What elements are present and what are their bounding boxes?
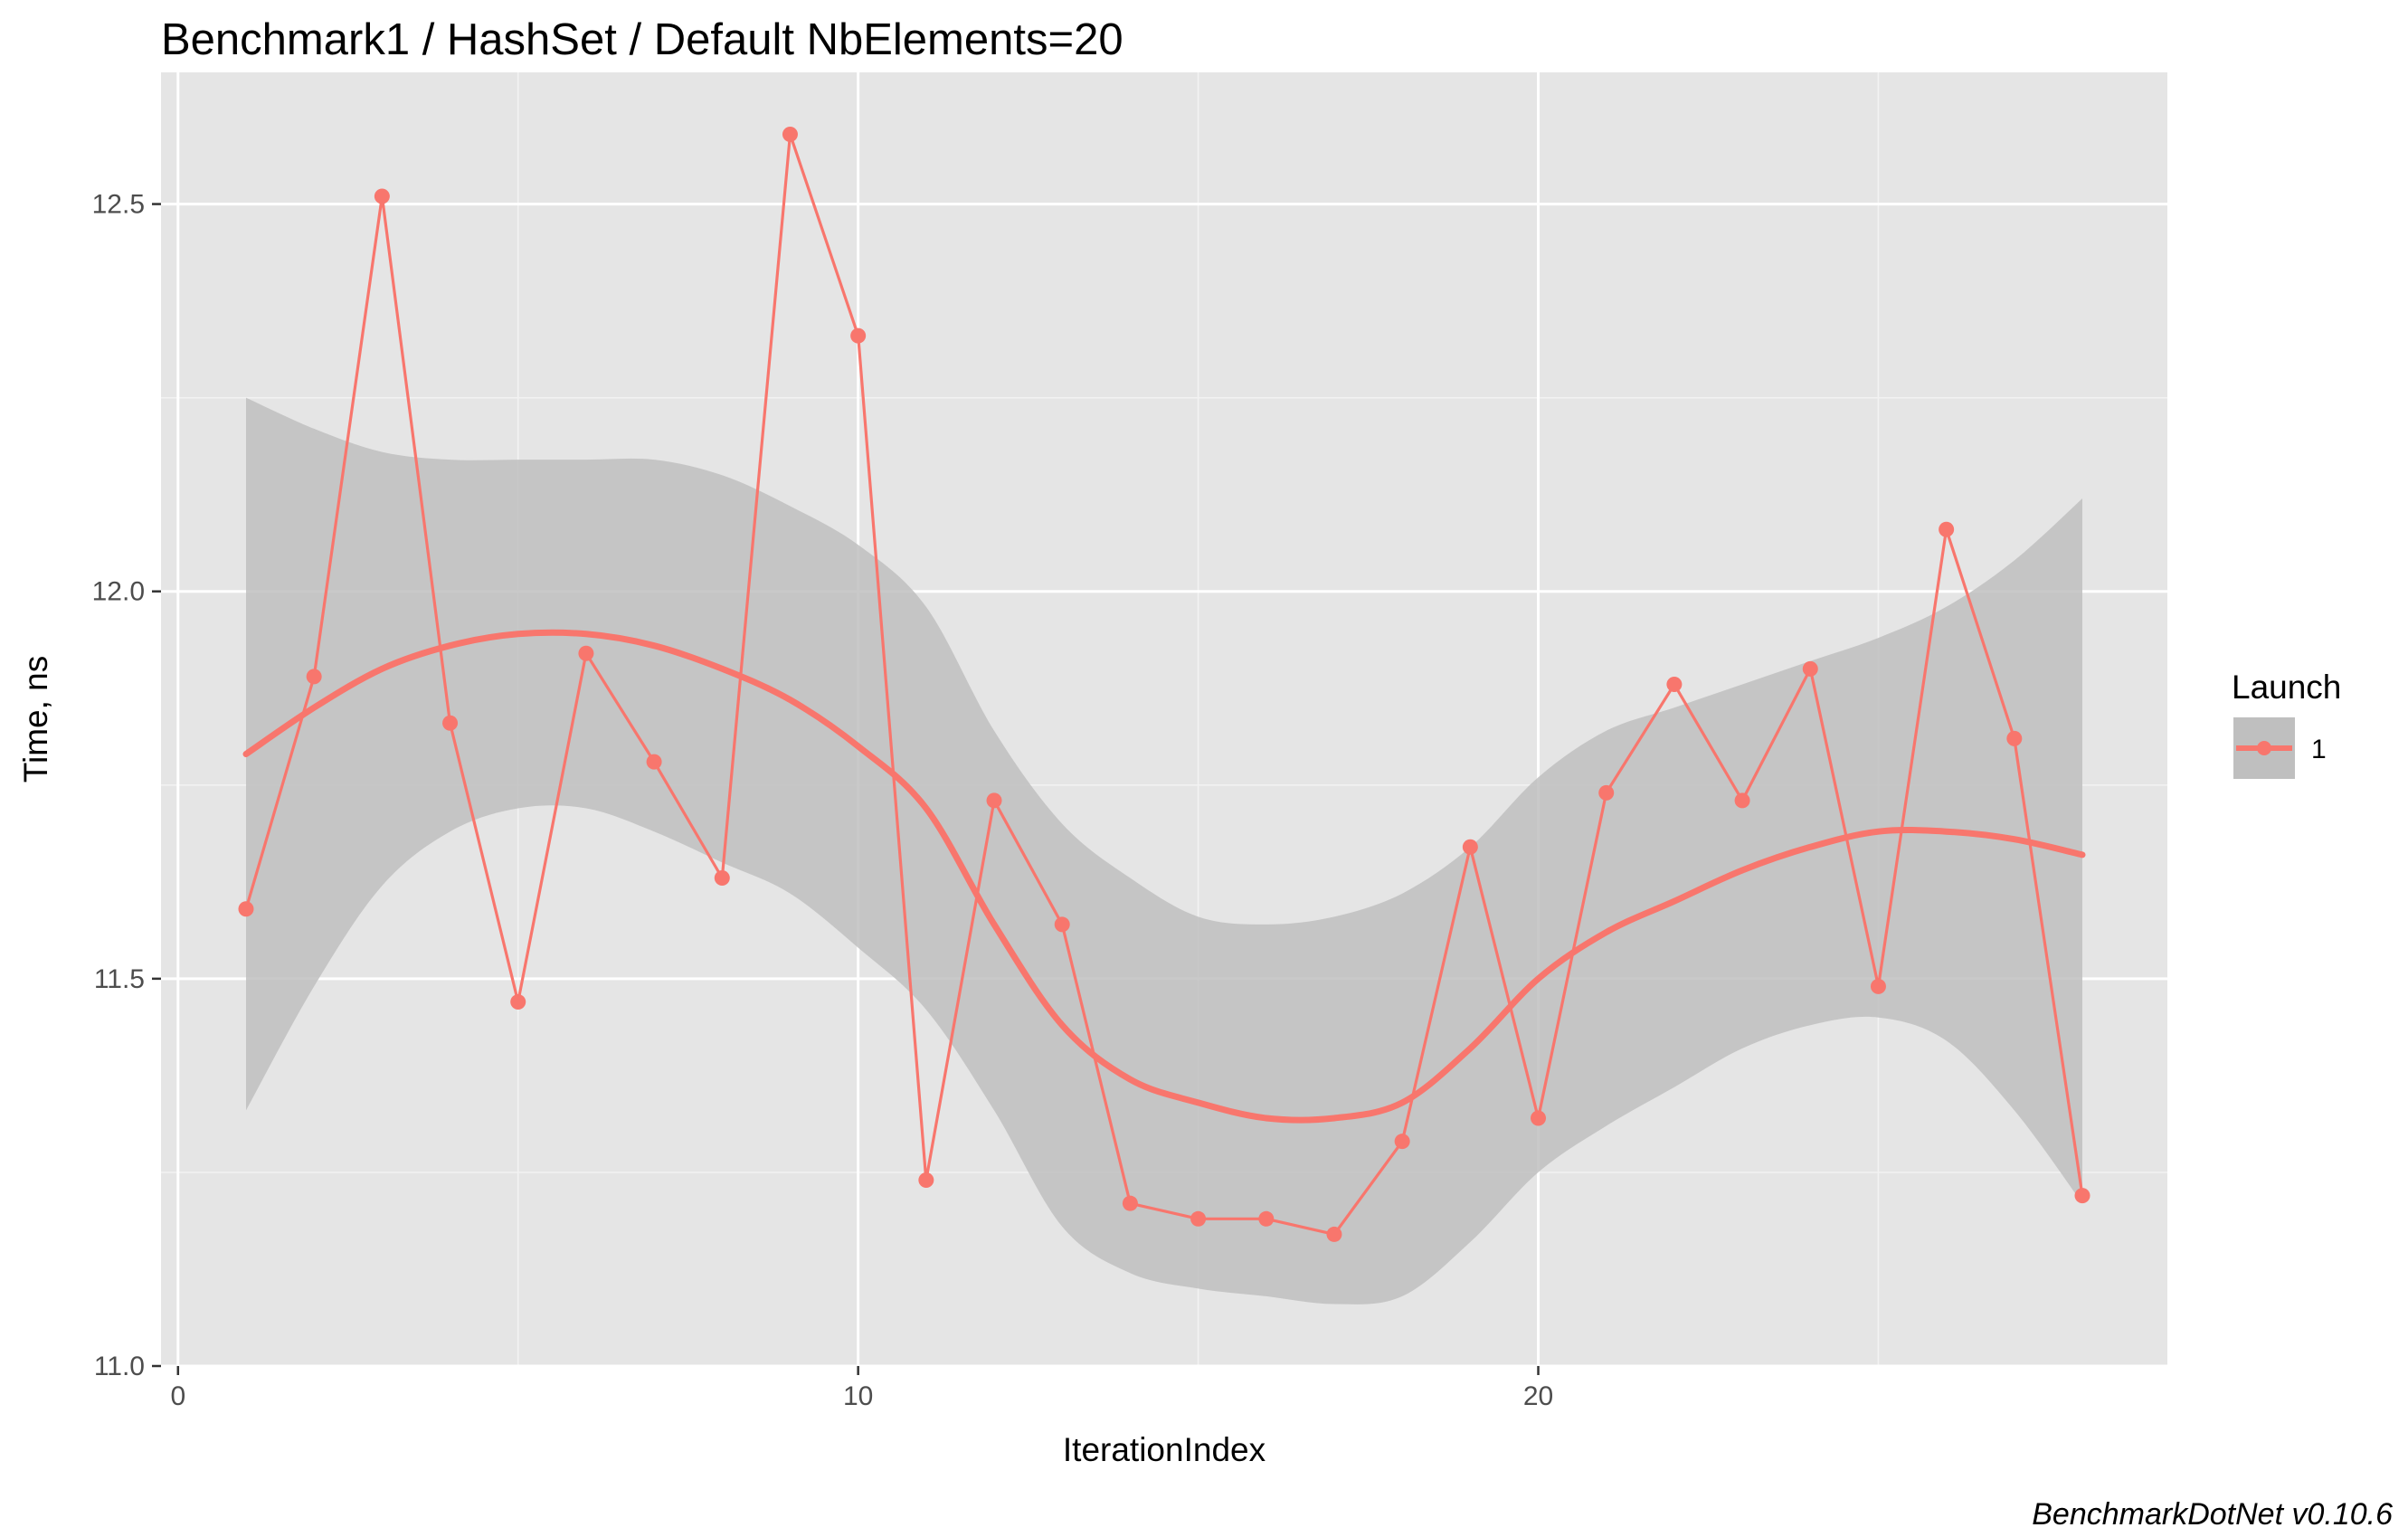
smooth-line-layer bbox=[242, 629, 2086, 1124]
data-point bbox=[986, 792, 1002, 809]
data-point bbox=[1939, 521, 1955, 537]
y-axis-title: Time, ns bbox=[17, 656, 54, 783]
data-point bbox=[1734, 792, 1750, 809]
data-point bbox=[1190, 1210, 1207, 1227]
y-tick-label: 11.0 bbox=[94, 1352, 145, 1381]
data-point bbox=[1258, 1210, 1275, 1227]
legend-title: Launch bbox=[2232, 669, 2341, 706]
x-tick-label: 20 bbox=[1523, 1381, 1553, 1411]
data-point bbox=[1122, 1195, 1138, 1211]
x-axis-ticks: 0 10 20 bbox=[170, 1366, 1553, 1411]
data-point bbox=[1598, 784, 1615, 801]
data-point bbox=[1531, 1110, 1547, 1126]
x-tick-label: 0 bbox=[170, 1381, 185, 1411]
smooth-line bbox=[242, 629, 2086, 1124]
confidence-band bbox=[246, 397, 2082, 1305]
caption: BenchmarkDotNet v0.10.6 bbox=[2032, 1497, 2393, 1532]
data-point bbox=[578, 645, 594, 661]
data-point bbox=[782, 127, 798, 143]
data-point bbox=[2074, 1188, 2090, 1204]
confidence-band-layer bbox=[246, 397, 2082, 1305]
chart-title: Benchmark1 / HashSet / Default NbElement… bbox=[161, 15, 1123, 64]
y-tick-label: 12.5 bbox=[92, 190, 145, 220]
legend-label-1: 1 bbox=[2311, 735, 2327, 764]
data-points-layer bbox=[238, 127, 2090, 1242]
data-point bbox=[1666, 676, 1683, 692]
data-point bbox=[374, 188, 390, 204]
x-axis-title: IterationIndex bbox=[1063, 1431, 1266, 1468]
y-tick-label: 12.0 bbox=[92, 577, 145, 607]
data-point bbox=[1326, 1226, 1342, 1242]
y-tick-label: 11.5 bbox=[94, 964, 145, 994]
data-point bbox=[1054, 916, 1070, 933]
data-point bbox=[646, 754, 662, 770]
data-point bbox=[1394, 1134, 1410, 1150]
legend-key-point bbox=[2257, 741, 2271, 755]
data-point bbox=[1870, 978, 1886, 994]
data-point bbox=[1802, 660, 1818, 677]
data-point bbox=[238, 901, 254, 917]
data-point bbox=[306, 669, 322, 685]
data-point bbox=[714, 870, 730, 887]
series-line bbox=[244, 132, 2084, 1237]
data-point bbox=[510, 994, 526, 1010]
data-point bbox=[850, 327, 867, 344]
legend: Launch 1 bbox=[2232, 669, 2341, 781]
data-point bbox=[918, 1172, 934, 1188]
data-point bbox=[1462, 839, 1478, 855]
data-point bbox=[442, 715, 459, 731]
series-line-layer bbox=[244, 132, 2084, 1237]
x-tick-label: 10 bbox=[843, 1381, 873, 1411]
y-axis-ticks: 11.0 11.5 12.0 12.5 bbox=[92, 190, 161, 1381]
data-point bbox=[2006, 730, 2023, 746]
